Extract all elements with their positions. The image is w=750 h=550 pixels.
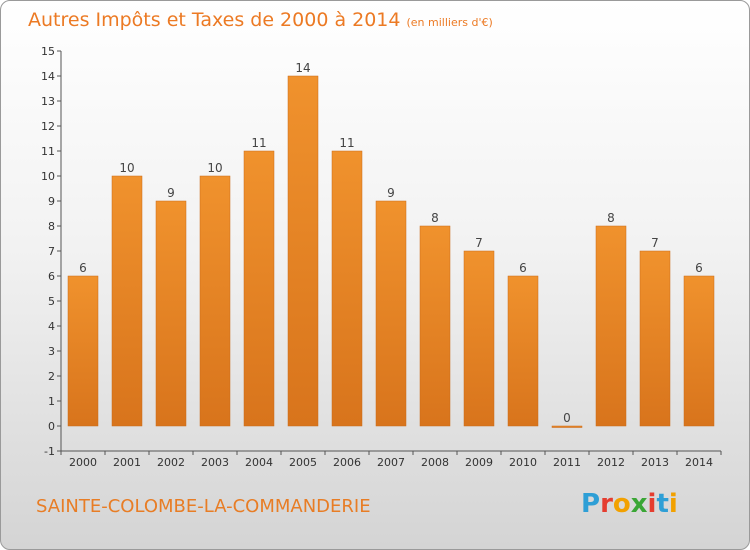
logo-letter: x: [630, 489, 648, 519]
y-tick-label: -1: [44, 445, 55, 458]
logo-letter: P: [581, 489, 601, 519]
data-label-2006: 11: [339, 136, 354, 150]
bar-2011: [551, 425, 583, 428]
y-tick-label: 1: [48, 395, 55, 408]
y-tick-label: 15: [41, 45, 55, 58]
chart-subtitle: (en milliers d'€): [406, 16, 493, 29]
y-tick-label: 6: [48, 270, 55, 283]
data-label-2003: 10: [207, 161, 222, 175]
y-tick-label: 7: [48, 245, 55, 258]
bar-2004: [243, 150, 275, 427]
bar-2006: [331, 150, 363, 427]
x-tick-label: 2000: [69, 456, 97, 469]
x-tick-label: 2012: [597, 456, 625, 469]
logo-letter: i: [647, 489, 657, 519]
bars: [67, 75, 715, 428]
logo-letter: o: [612, 489, 631, 519]
x-tick-label: 2007: [377, 456, 405, 469]
proxiti-logo[interactable]: Proxiti: [581, 489, 678, 519]
bar-2000: [67, 275, 99, 427]
bar-2002: [155, 200, 187, 427]
commune-name: SAINTE-COLOMBE-LA-COMMANDERIE: [36, 496, 371, 517]
x-tick-label: 2001: [113, 456, 141, 469]
chart-title: Autres Impôts et Taxes de 2000 à 2014: [28, 9, 401, 31]
data-label-2001: 10: [119, 161, 134, 175]
x-tick-label: 2013: [641, 456, 669, 469]
bar-2010: [507, 275, 539, 427]
data-label-2010: 6: [519, 261, 527, 275]
bar-2007: [375, 200, 407, 427]
x-tick-label: 2004: [245, 456, 273, 469]
logo-letter: i: [668, 489, 678, 519]
x-tick-label: 2010: [509, 456, 537, 469]
data-label-2004: 11: [251, 136, 266, 150]
y-tick-label: 9: [48, 195, 55, 208]
data-label-2007: 9: [387, 186, 395, 200]
bar-2005: [287, 75, 319, 427]
data-label-2012: 8: [607, 211, 615, 225]
bar-2014: [683, 275, 715, 427]
y-tick-label: 14: [41, 70, 55, 83]
y-tick-label: 2: [48, 370, 55, 383]
x-tick-label: 2011: [553, 456, 581, 469]
x-tick-label: 2005: [289, 456, 317, 469]
bar-2013: [639, 250, 671, 427]
bar-2001: [111, 175, 143, 427]
y-tick-label: 4: [48, 320, 55, 333]
x-tick-label: 2014: [685, 456, 713, 469]
data-label-2002: 9: [167, 186, 175, 200]
bar-2009: [463, 250, 495, 427]
x-tick-label: 2002: [157, 456, 185, 469]
data-label-2000: 6: [79, 261, 87, 275]
bar-2008: [419, 225, 451, 427]
y-tick-label: 0: [48, 420, 55, 433]
x-tick-label: 2006: [333, 456, 361, 469]
logo-letter: t: [656, 489, 669, 519]
y-tick-label: 11: [41, 145, 55, 158]
data-label-2005: 14: [295, 61, 310, 75]
x-tick-label: 2009: [465, 456, 493, 469]
title-block: Autres Impôts et Taxes de 2000 à 2014 (en…: [28, 9, 493, 31]
y-tick-label: 12: [41, 120, 55, 133]
bar-2003: [199, 175, 231, 427]
y-tick-label: 8: [48, 220, 55, 233]
data-label-2013: 7: [651, 236, 659, 250]
y-tick-label: 10: [41, 170, 55, 183]
data-label-2014: 6: [695, 261, 703, 275]
y-tick-label: 13: [41, 95, 55, 108]
x-tick-label: 2008: [421, 456, 449, 469]
data-label-2009: 7: [475, 236, 483, 250]
y-tick-label: 3: [48, 345, 55, 358]
bar-2012: [595, 225, 627, 427]
data-labels: 6 10 9 10 11 14 11 9 8 7 6 0 8 7 6: [79, 61, 703, 425]
data-label-2011: 0: [563, 411, 571, 425]
y-tick-label: 5: [48, 295, 55, 308]
x-tick-label: 2003: [201, 456, 229, 469]
data-label-2008: 8: [431, 211, 439, 225]
logo-letter: r: [600, 489, 613, 519]
